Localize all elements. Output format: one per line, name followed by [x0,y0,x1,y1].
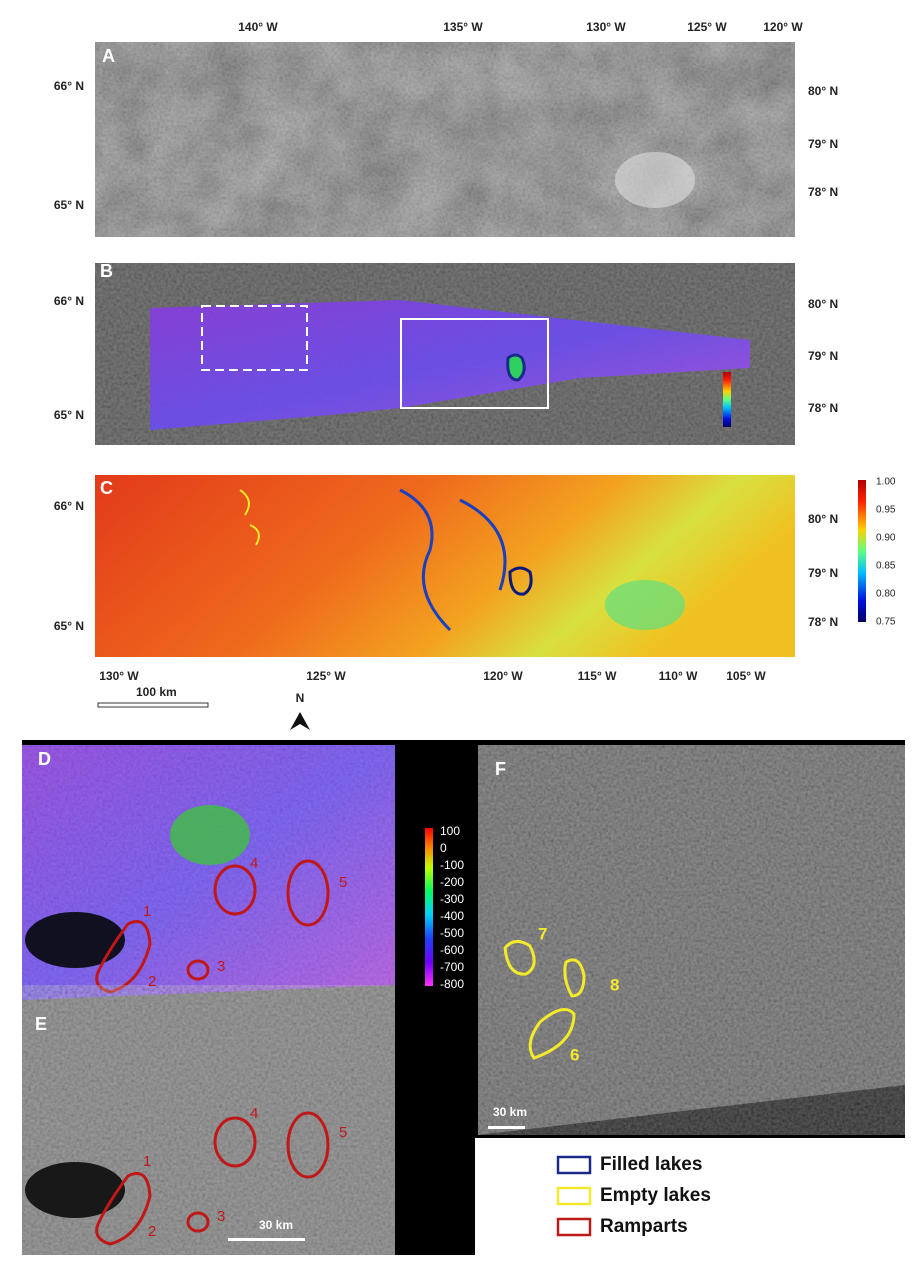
latitude-label: 79° N [808,137,838,151]
colorbar-label: 0.75 [876,617,896,628]
panel-b-image [95,263,795,445]
latitude-label: 65° N [54,619,84,633]
legend-swatch [556,1186,592,1206]
feature-number: 3 [217,958,225,975]
colorbar-label: 100 [440,824,460,838]
feature-number: 1 [143,1153,151,1170]
panel-f-image [475,740,905,1138]
longitude-label: 120° W [763,20,803,34]
panel-label: F [495,759,506,779]
scale-bar-label: 30 km [259,1218,293,1232]
colorbar-label: -800 [440,977,464,991]
latitude-label: 79° N [808,349,838,363]
panel-label: A [102,46,115,66]
latitude-label: 80° N [808,512,838,526]
feature-number: 4 [250,855,258,872]
latitude-label: 80° N [808,297,838,311]
latitude-label: 78° N [808,401,838,415]
north-label: N [296,691,305,705]
longitude-label: 115° W [578,669,617,683]
panel-label: D [38,749,51,769]
colorbar-label: 0 [440,841,447,855]
colorbar-label: 0.85 [876,561,896,572]
colorbar-label: -600 [440,943,464,957]
panel-e-image [22,985,395,1255]
latitude-label: 66° N [54,294,84,308]
feature-number: 3 [217,1208,225,1225]
legend-swatch [556,1155,592,1175]
longitude-label: 125° W [687,20,727,34]
feature-number: 2 [148,1223,156,1240]
scale-bar-label: 100 km [136,685,177,699]
feature-number: 2 [148,973,156,990]
panel-label: B [100,261,113,281]
feature-number: 1 [143,903,151,920]
scale-bar-label: 30 km [493,1105,527,1119]
feature-number: 8 [610,975,619,994]
colorbar-label: -700 [440,960,464,974]
colorbar-label: 0.80 [876,589,896,600]
scale-bar [97,702,209,708]
longitude-label: 125° W [306,669,346,683]
colorbar-label: -500 [440,926,464,940]
legend-label: Empty lakes [600,1185,711,1206]
longitude-label: 120° W [483,669,523,683]
feature-number: 6 [570,1045,579,1064]
scale-bar-f [488,1126,525,1129]
colorbar-label: -200 [440,875,464,889]
latitude-label: 65° N [54,408,84,422]
scale-bar-e [228,1238,305,1241]
latitude-label: 79° N [808,566,838,580]
longitude-label: 140° W [238,20,278,34]
legend-label: Filled lakes [600,1154,702,1175]
feature-number: 5 [339,1124,347,1141]
panel-label: C [100,478,113,498]
colorbar-label: -400 [440,909,464,923]
colorbar-d [425,828,433,986]
feature-number: 7 [538,924,547,943]
latitude-label: 80° N [808,84,838,98]
longitude-label: 105° W [726,669,766,683]
longitude-label: 130° W [586,20,626,34]
feature-number: 4 [250,1105,258,1122]
latitude-label: 66° N [54,499,84,513]
longitude-label: 130° W [99,669,139,683]
panel-a-image [95,42,795,237]
colorbar-label: -300 [440,892,464,906]
colorbar-label: -100 [440,858,464,872]
feature-number: 5 [339,874,347,891]
longitude-label: 110° W [659,669,698,683]
legend-swatch [556,1217,592,1237]
latitude-label: 65° N [54,198,84,212]
colorbar-label: 0.90 [876,533,896,544]
legend-label: Ramparts [600,1216,688,1237]
colorbar-c [858,480,866,622]
latitude-label: 78° N [808,185,838,199]
panel-d-image [22,745,395,1000]
panel-c-image [95,475,795,657]
colorbar-label: 1.00 [876,477,896,488]
latitude-label: 78° N [808,615,838,629]
colorbar-label: 0.95 [876,505,896,516]
latitude-label: 66° N [54,79,84,93]
longitude-label: 135° W [443,20,483,34]
north-arrow [290,712,310,730]
panel-label: E [35,1014,47,1034]
